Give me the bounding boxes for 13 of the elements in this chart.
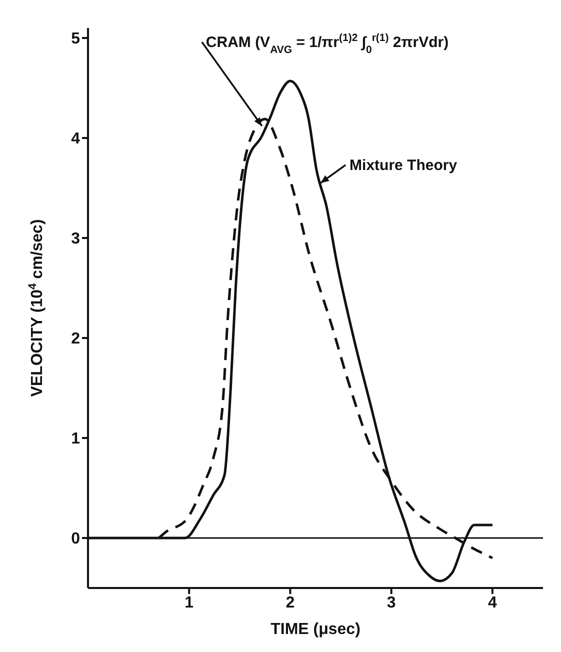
y-tick-label: 1 [71,430,80,448]
y-tick-label: 0 [71,530,80,548]
x-tick-label: 3 [386,594,396,612]
y-tick-label: 4 [71,130,80,148]
x-axis-title: TIME (μsec) [270,621,360,638]
annotation: Mixture Theory [350,157,458,174]
y-tick-label: 2 [71,330,80,348]
x-tick-label: 1 [184,594,194,612]
x-tick-label: 2 [286,594,295,612]
x-tick-label: 4 [488,594,497,612]
y-tick-label: 5 [71,30,80,48]
annotation: CRAM (V$_{AVG}$ = 1/πr$^{(1)2}$ ∫$_{0}$$^{r(1)}$ 2πrVdr) [206,32,449,56]
y-tick-label: 3 [71,230,80,248]
